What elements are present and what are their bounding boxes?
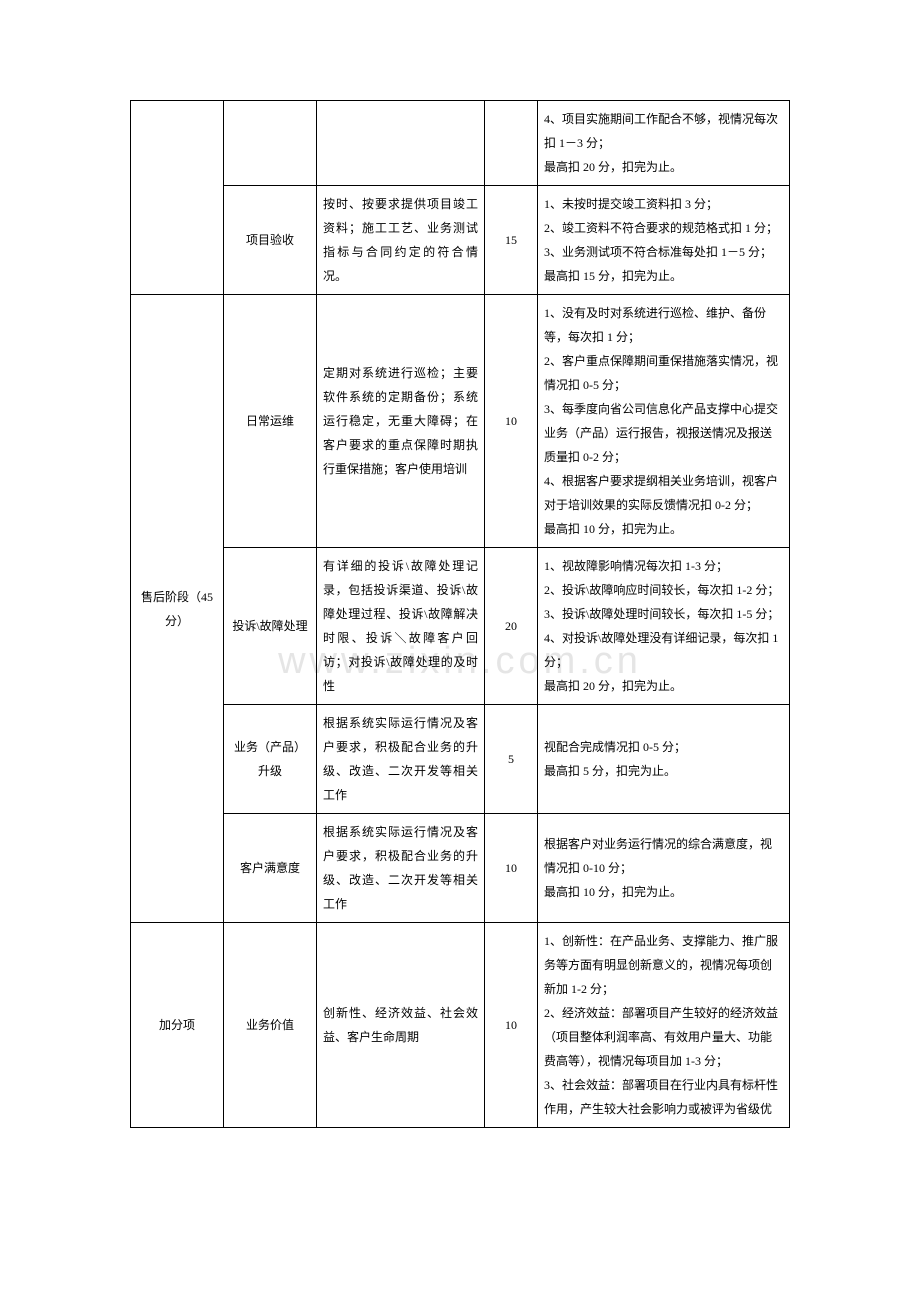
table-row: 加分项 业务价值 创新性、经济效益、社会效益、客户生命周期 10 1、创新性：在… <box>131 923 790 1128</box>
cell-desc: 按时、按要求提供项目竣工资料；施工工艺、业务测试指标与合同约定的符合情况。 <box>317 186 485 295</box>
cell-rule: 1、创新性：在产品业务、支撑能力、推广服务等方面有明显创新意义的，视情况每项创新… <box>538 923 790 1128</box>
cell-rule: 视配合完成情况扣 0-5 分；最高扣 5 分，扣完为止。 <box>538 705 790 814</box>
table-row: 业务（产品）升级 根据系统实际运行情况及客户要求，积极配合业务的升级、改造、二次… <box>131 705 790 814</box>
cell-score: 10 <box>485 814 538 923</box>
table-row: 售后阶段（45 分） 日常运维 定期对系统进行巡检；主要软件系统的定期备份；系统… <box>131 295 790 548</box>
cell-rule: 根据客户对业务运行情况的综合满意度，视情况扣 0-10 分；最高扣 10 分，扣… <box>538 814 790 923</box>
cell-item: 项目验收 <box>224 186 317 295</box>
cell-phase-blank <box>131 101 224 295</box>
cell-score: 5 <box>485 705 538 814</box>
cell-desc: 定期对系统进行巡检；主要软件系统的定期备份；系统运行稳定，无重大障碍；在客户要求… <box>317 295 485 548</box>
table-row: 投诉\故障处理 有详细的投诉\故障处理记录，包括投诉渠道、投诉\故障处理过程、投… <box>131 548 790 705</box>
cell-score: 10 <box>485 923 538 1128</box>
evaluation-table-wrap: 4、项目实施期间工作配合不够，视情况每次扣 1－3 分；最高扣 20 分，扣完为… <box>130 100 790 1128</box>
table-row: 项目验收 按时、按要求提供项目竣工资料；施工工艺、业务测试指标与合同约定的符合情… <box>131 186 790 295</box>
cell-item: 日常运维 <box>224 295 317 548</box>
cell-score: 15 <box>485 186 538 295</box>
cell-desc-blank <box>317 101 485 186</box>
cell-score: 20 <box>485 548 538 705</box>
cell-phase: 加分项 <box>131 923 224 1128</box>
cell-item: 投诉\故障处理 <box>224 548 317 705</box>
table-row: 客户满意度 根据系统实际运行情况及客户要求，积极配合业务的升级、改造、二次开发等… <box>131 814 790 923</box>
cell-desc: 根据系统实际运行情况及客户要求，积极配合业务的升级、改造、二次开发等相关工作 <box>317 705 485 814</box>
cell-score: 10 <box>485 295 538 548</box>
cell-item: 业务（产品）升级 <box>224 705 317 814</box>
cell-desc: 创新性、经济效益、社会效益、客户生命周期 <box>317 923 485 1128</box>
cell-item: 客户满意度 <box>224 814 317 923</box>
cell-desc: 根据系统实际运行情况及客户要求，积极配合业务的升级、改造、二次开发等相关工作 <box>317 814 485 923</box>
cell-rule: 1、没有及时对系统进行巡检、维护、备份等，每次扣 1 分；2、客户重点保障期间重… <box>538 295 790 548</box>
cell-rule: 1、视故障影响情况每次扣 1-3 分；2、投诉\故障响应时间较长，每次扣 1-2… <box>538 548 790 705</box>
evaluation-table: 4、项目实施期间工作配合不够，视情况每次扣 1－3 分；最高扣 20 分，扣完为… <box>130 100 790 1128</box>
cell-rule: 1、未按时提交竣工资料扣 3 分；2、竣工资料不符合要求的规范格式扣 1 分；3… <box>538 186 790 295</box>
table-row: 4、项目实施期间工作配合不够，视情况每次扣 1－3 分；最高扣 20 分，扣完为… <box>131 101 790 186</box>
cell-rule: 4、项目实施期间工作配合不够，视情况每次扣 1－3 分；最高扣 20 分，扣完为… <box>538 101 790 186</box>
cell-item-blank <box>224 101 317 186</box>
cell-score-blank <box>485 101 538 186</box>
cell-item: 业务价值 <box>224 923 317 1128</box>
cell-phase: 售后阶段（45 分） <box>131 295 224 923</box>
document-page: www.zixin.com.cn 4、项目实施期间工作配合不够，视情况每次扣 1… <box>0 0 920 1188</box>
cell-desc: 有详细的投诉\故障处理记录，包括投诉渠道、投诉\故障处理过程、投诉\故障解决时限… <box>317 548 485 705</box>
